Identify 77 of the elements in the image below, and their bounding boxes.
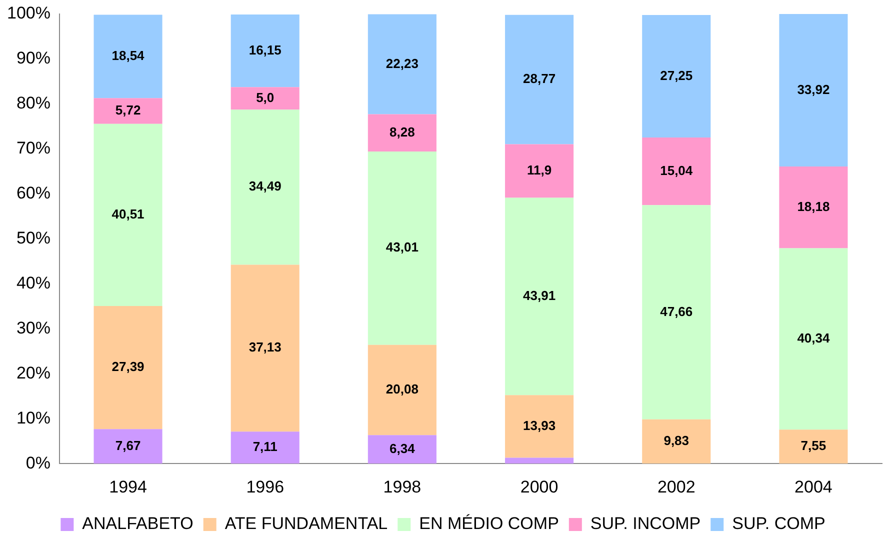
x-tick-label: 1994	[109, 477, 147, 496]
data-label: 5,0	[256, 90, 274, 105]
x-tick-label: 1996	[246, 477, 284, 496]
x-tick-label: 2002	[657, 477, 696, 496]
bar	[779, 248, 848, 430]
legend-label: ATE FUNDAMENTAL	[224, 514, 388, 534]
bar	[230, 110, 300, 265]
y-tick-label: 80%	[16, 94, 50, 113]
data-label: 33,92	[797, 82, 830, 97]
data-label: 16,15	[248, 42, 282, 58]
bar	[779, 430, 848, 464]
data-label: 43,01	[386, 240, 418, 255]
bar	[230, 432, 300, 464]
data-label: 40,34	[797, 330, 830, 346]
legend-label: SUP. COMP	[732, 514, 826, 534]
y-tick-label: 0%	[26, 453, 50, 472]
data-label: 5,72	[115, 102, 141, 118]
y-tick-label: 20%	[16, 363, 50, 382]
legend-label: SUP. INCOMP	[590, 514, 701, 534]
data-label: 27,39	[112, 359, 144, 374]
bar	[642, 14, 711, 138]
bar	[94, 14, 162, 98]
data-label: 18,18	[797, 198, 830, 214]
bar	[368, 14, 436, 114]
bar	[230, 264, 300, 432]
data-label: 40,51	[112, 206, 144, 222]
bar	[368, 344, 436, 436]
legend-label: EN MÉDIO COMP	[419, 514, 559, 534]
bar	[505, 395, 574, 458]
data-label: 22,23	[386, 56, 418, 71]
data-label: 20,08	[386, 382, 418, 397]
data-label: 11,9	[526, 162, 552, 178]
y-tick-label: 70%	[16, 138, 50, 158]
bar	[505, 198, 574, 396]
y-tick-label: 10%	[16, 408, 50, 428]
bar	[230, 14, 300, 88]
data-label: 34,49	[248, 178, 282, 194]
data-label: 18,54	[112, 48, 146, 64]
bar	[779, 14, 848, 167]
data-label: 7,55	[800, 438, 826, 454]
bar	[505, 14, 574, 144]
bar	[94, 306, 162, 430]
data-label: 9,83	[664, 433, 690, 448]
data-label: 43,91	[523, 288, 556, 303]
x-tick-label: 2004	[794, 477, 832, 496]
bar	[368, 114, 436, 152]
data-label: 28,77	[523, 71, 556, 86]
x-tick-label: 2000	[520, 477, 558, 496]
data-label: 7,67	[115, 438, 141, 453]
data-label: 37,13	[248, 340, 282, 355]
bar	[368, 151, 436, 345]
data-label: 6,34	[390, 440, 416, 456]
bar	[505, 458, 574, 464]
data-label: 15,04	[660, 162, 694, 178]
bar	[368, 435, 436, 464]
legend-label: ANALFABETO	[82, 514, 194, 534]
y-tick-label: 90%	[16, 48, 50, 68]
data-label: 27,25	[660, 68, 693, 83]
y-tick-label: 100%	[6, 4, 50, 23]
bar	[642, 205, 711, 420]
x-tick-label: 1998	[383, 477, 422, 496]
y-tick-label: 30%	[16, 318, 50, 338]
bar	[779, 166, 848, 248]
bar	[642, 138, 711, 206]
data-label: 47,66	[660, 304, 693, 319]
bar	[94, 98, 162, 124]
bar	[642, 419, 711, 464]
data-label: 13,93	[523, 418, 556, 434]
y-tick-label: 60%	[16, 184, 50, 203]
y-tick-label: 40%	[16, 273, 50, 292]
bar	[505, 144, 574, 198]
y-tick-label: 50%	[16, 228, 50, 248]
bar	[94, 429, 162, 464]
bar	[94, 124, 162, 306]
bar	[230, 87, 300, 110]
data-label: 7,11	[252, 439, 278, 454]
data-label: 8,28	[390, 124, 415, 140]
